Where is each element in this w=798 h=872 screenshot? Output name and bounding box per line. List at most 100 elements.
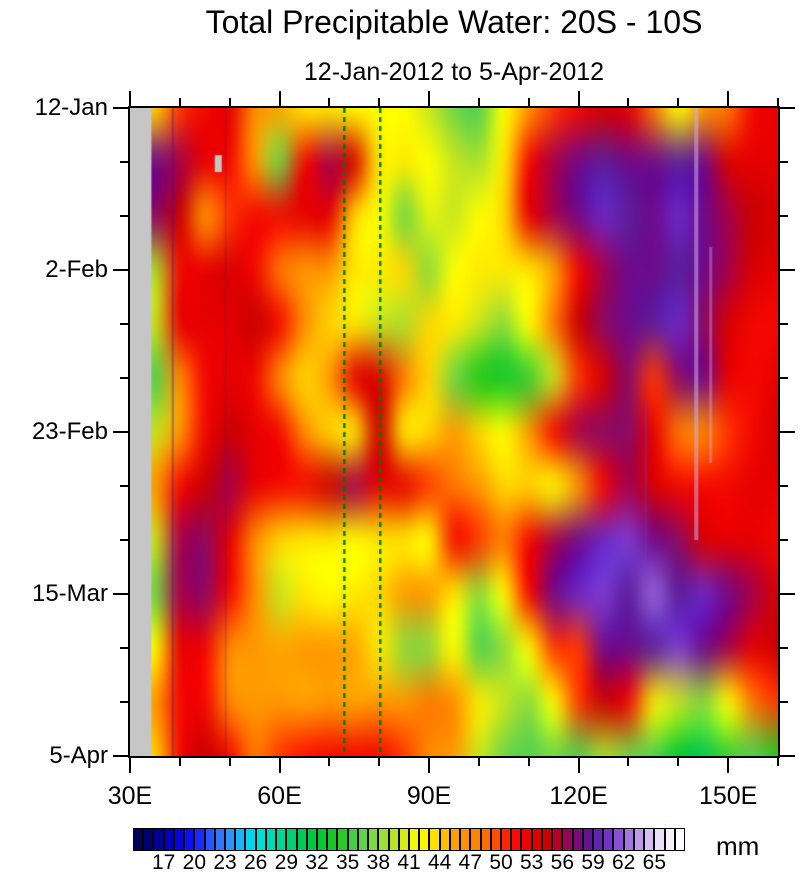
axis-tick — [113, 755, 128, 757]
axis-tick — [477, 758, 480, 766]
colorbar-box — [337, 828, 348, 851]
colorbar-tick-label: 23 — [213, 851, 237, 872]
colorbar-tick-label: 53 — [519, 851, 544, 872]
y-tick-label: 15-Mar — [31, 580, 108, 607]
axis-tick — [228, 98, 231, 106]
axis-tick — [780, 701, 788, 703]
colorbar-box — [327, 828, 337, 851]
colorbar-unit-label: mm — [716, 831, 760, 861]
axis-tick — [113, 107, 128, 109]
colorbar-box — [521, 828, 532, 851]
plot-area — [128, 106, 780, 758]
colorbar-box — [634, 828, 644, 851]
colorbar-box — [593, 828, 603, 851]
colorbar-tick-label: 38 — [366, 851, 390, 872]
colorbar-box — [583, 828, 593, 851]
axis-tick — [120, 647, 128, 649]
axis-tick — [780, 161, 788, 163]
axis-tick — [228, 758, 231, 766]
colorbar-box — [297, 828, 307, 851]
axis-tick — [278, 758, 281, 773]
colorbar-box — [133, 828, 143, 851]
colorbar-tick-label: 20 — [182, 851, 206, 872]
colorbar-box — [368, 828, 378, 851]
colorbar-box — [399, 828, 409, 851]
colorbar-box — [409, 828, 419, 851]
heatmap-canvas — [130, 108, 778, 756]
colorbar-box — [245, 828, 256, 851]
colorbar-box — [194, 828, 205, 851]
axis-tick — [129, 758, 131, 773]
colorbar-box — [378, 828, 389, 851]
colorbar-tick-label: 29 — [274, 851, 298, 872]
axis-tick — [627, 758, 630, 766]
axis-tick — [780, 377, 788, 379]
colorbar-box — [573, 828, 583, 851]
axis-tick — [780, 755, 795, 757]
axis-tick — [780, 215, 788, 217]
colorbar-tick-label: 50 — [489, 851, 513, 872]
x-tick-label: 90E — [406, 782, 452, 810]
colorbar-box — [532, 828, 542, 851]
colorbar-box — [256, 828, 266, 851]
axis-tick — [627, 98, 630, 106]
axis-tick — [129, 91, 131, 106]
colorbar-box — [225, 828, 235, 851]
axis-tick — [780, 269, 795, 271]
colorbar-box — [307, 828, 317, 851]
axis-tick — [328, 98, 331, 106]
colorbar-box — [358, 828, 368, 851]
colorbar-box — [205, 828, 215, 851]
colorbar-box — [665, 828, 675, 851]
colorbar-box — [470, 828, 481, 851]
axis-tick — [780, 323, 788, 325]
axis-tick — [120, 377, 128, 379]
y-tick-label: 23-Feb — [31, 418, 108, 445]
colorbar-box — [654, 828, 665, 851]
axis-tick — [577, 758, 580, 773]
x-tick-label: 150E — [698, 782, 758, 810]
colorbar-box — [317, 828, 327, 851]
y-tick-label: 12-Jan — [34, 94, 108, 121]
axis-tick — [577, 91, 580, 106]
axis-tick — [278, 91, 281, 106]
colorbar-tick-label: 59 — [581, 851, 605, 872]
axis-tick — [527, 98, 530, 106]
x-tick-label: 60E — [257, 782, 302, 810]
x-tick-label: 120E — [549, 782, 608, 810]
colorbar-box — [440, 828, 450, 851]
colorbar-box — [450, 828, 460, 851]
colorbar-box — [266, 828, 276, 851]
colorbar-tick-label: 17 — [151, 851, 176, 872]
colorbar-box — [491, 828, 501, 851]
colorbar-box — [286, 828, 297, 851]
axis-tick — [120, 539, 128, 541]
axis-tick — [780, 647, 788, 649]
colorbar-box — [153, 828, 164, 851]
colorbar-box — [276, 828, 286, 851]
axis-tick — [727, 758, 730, 773]
colorbar-box — [481, 828, 491, 851]
colorbar-box — [215, 828, 225, 851]
y-tick-label: 5-Apr — [49, 742, 108, 769]
axis-tick — [777, 98, 779, 106]
colorbar-box — [613, 828, 624, 851]
colorbar-box — [511, 828, 521, 851]
colorbar-box — [460, 828, 470, 851]
axis-tick — [780, 107, 795, 109]
axis-tick — [113, 431, 128, 433]
colorbar-box — [542, 828, 552, 851]
colorbar-tick-label: 47 — [458, 851, 482, 872]
colorbar-tick-label: 44 — [427, 851, 452, 872]
colorbar-box — [235, 828, 245, 851]
colorbar-box — [429, 828, 440, 851]
axis-tick — [780, 539, 788, 541]
axis-tick — [428, 91, 431, 106]
colorbar-box — [552, 828, 562, 851]
colorbar-tick-label: 62 — [611, 851, 636, 872]
colorbar-box — [644, 828, 654, 851]
axis-tick — [178, 98, 181, 106]
colorbar-box — [501, 828, 511, 851]
axis-tick — [378, 98, 381, 106]
